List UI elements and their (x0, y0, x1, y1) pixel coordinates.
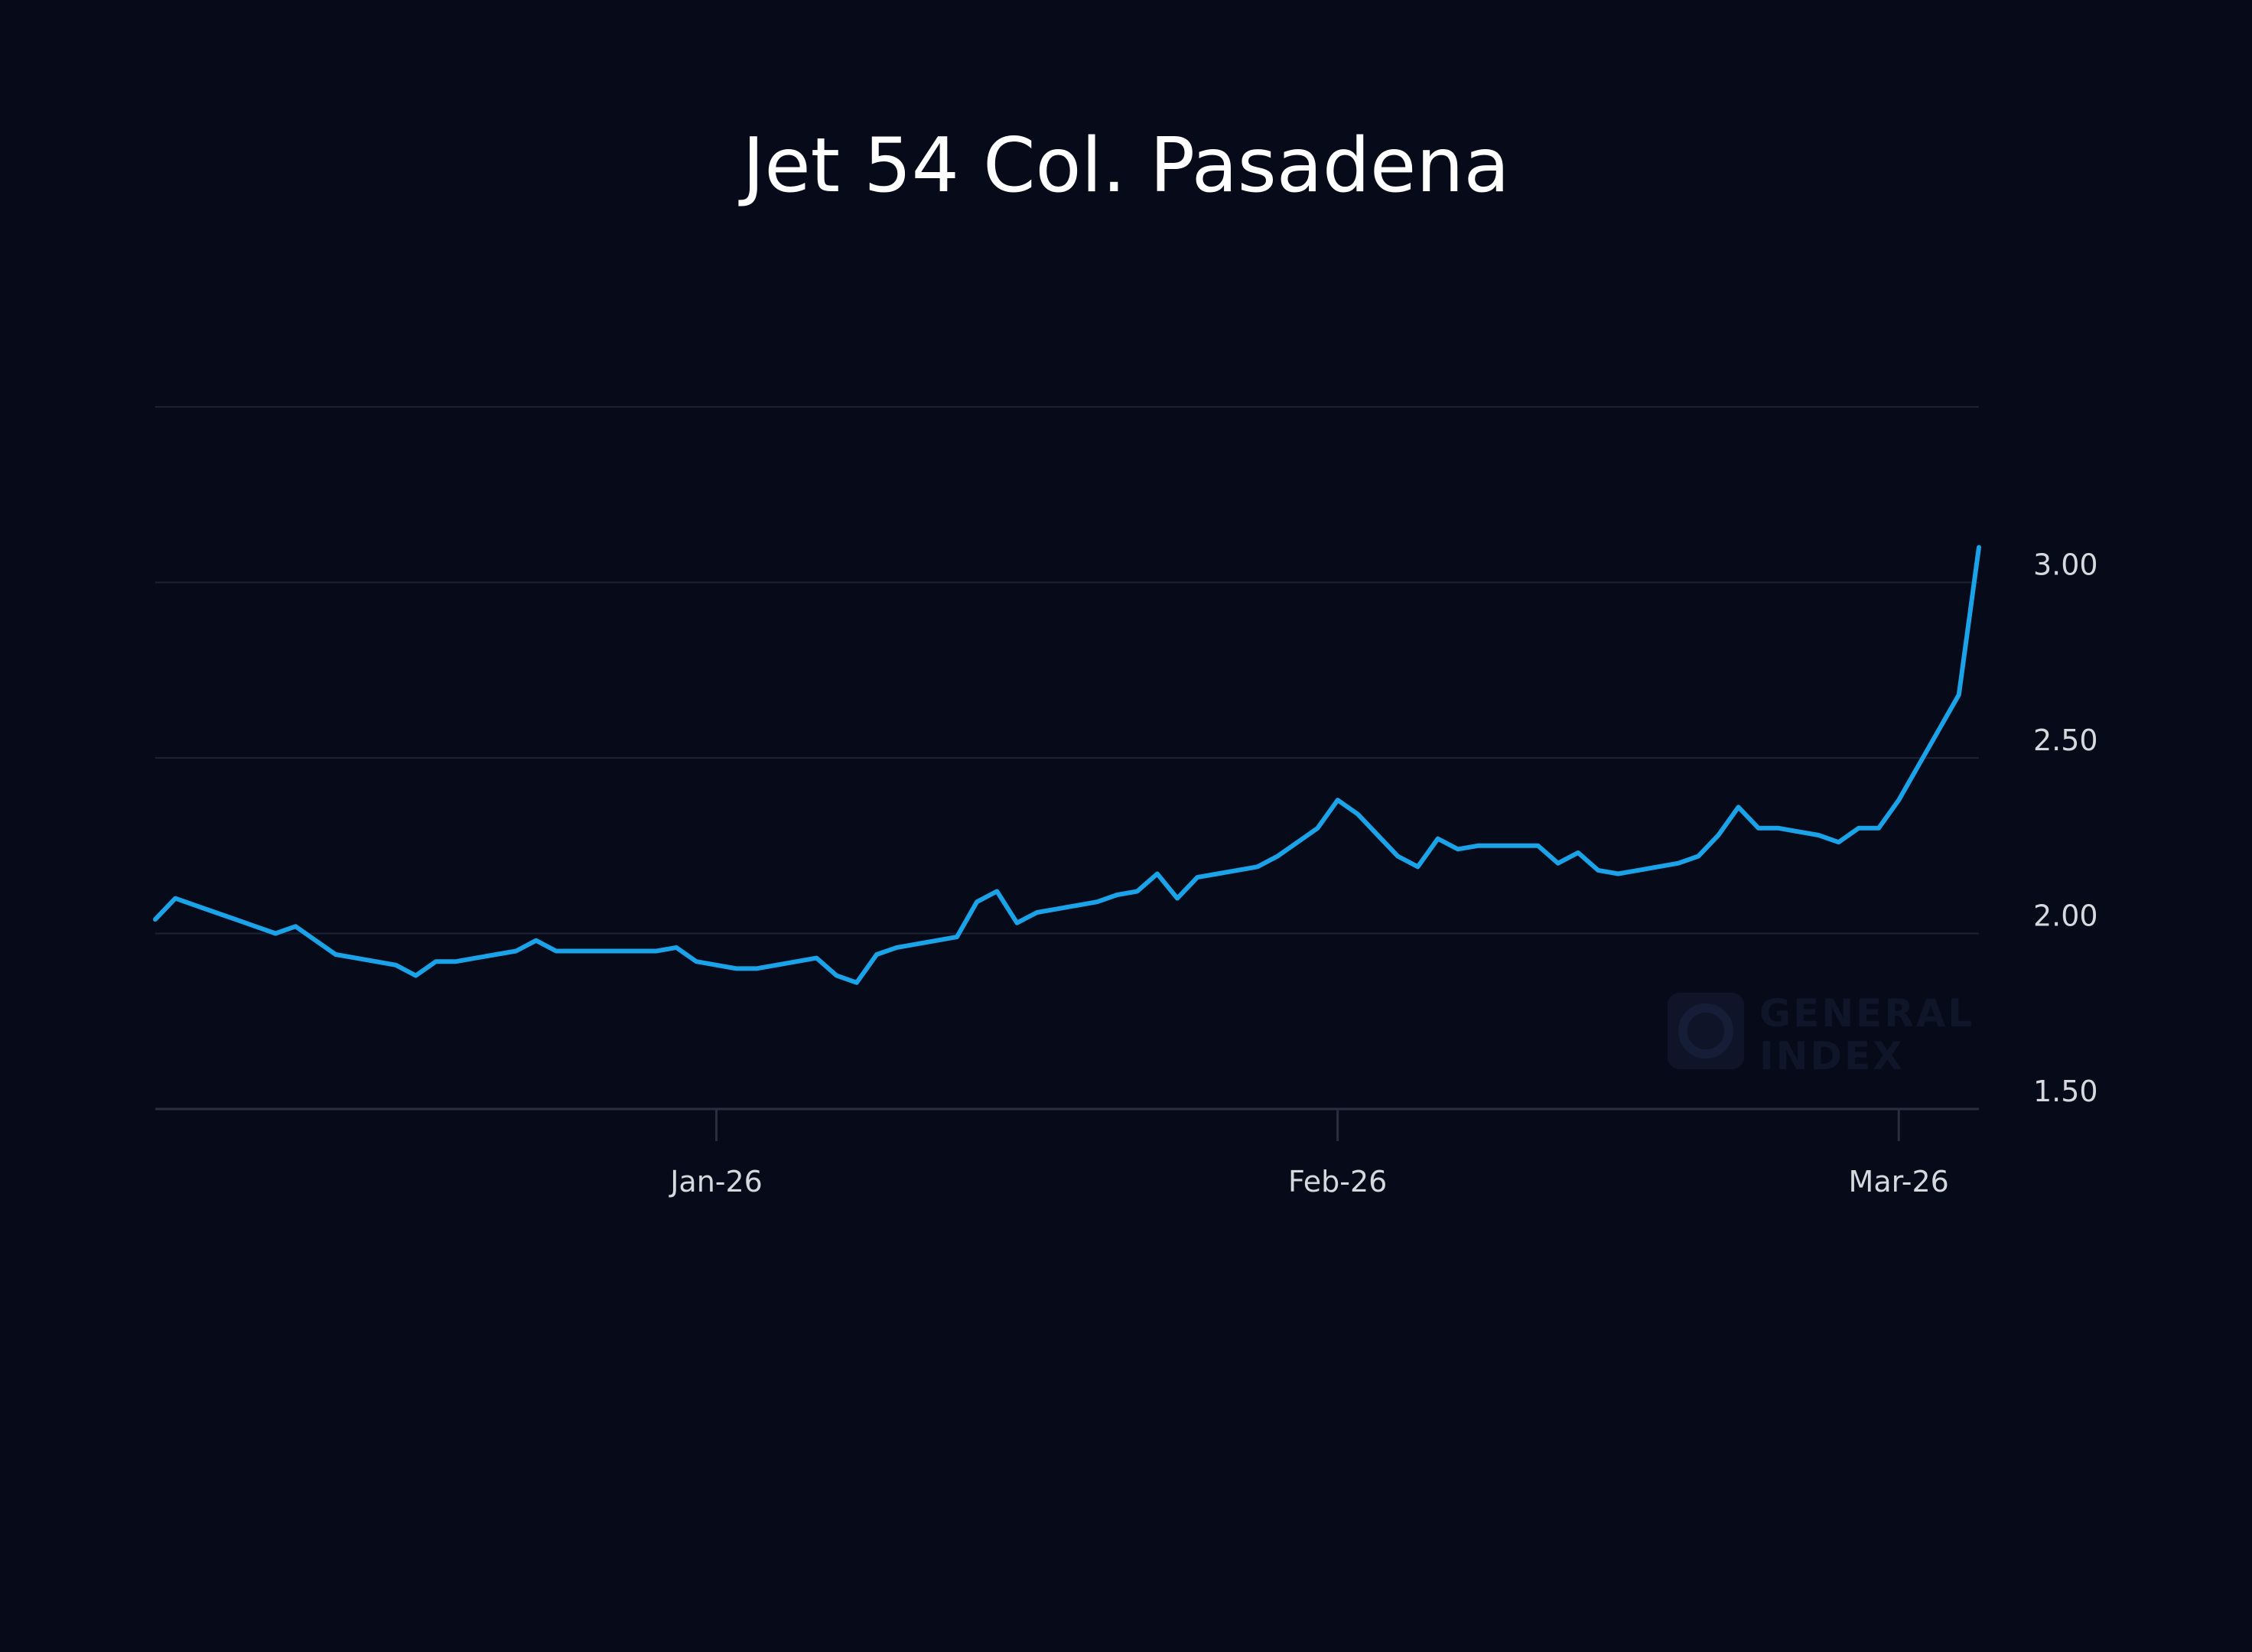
y-tick-label: 2.50 (2033, 724, 2098, 757)
watermark-line2: INDEX (1759, 1034, 1905, 1078)
x-tick-label: Jan-26 (669, 1165, 763, 1198)
y-tick-label: 2.00 (2033, 899, 2098, 933)
grid-lines (155, 406, 1979, 1111)
x-tick-label: Mar-26 (1849, 1165, 1949, 1198)
watermark: GENERAL INDEX (1668, 991, 1974, 1078)
y-tick-label: 3.00 (2033, 548, 2098, 582)
watermark-logo-mark (1678, 1003, 1733, 1059)
y-axis: 1.50 2.00 2.50 3.00 (2033, 548, 2098, 1109)
y-tick-label: 1.50 (2033, 1075, 2098, 1108)
chart-title: Jet 54 Col. Pasadena (737, 122, 1509, 210)
series-line (153, 545, 1981, 985)
series-layer (153, 545, 1981, 985)
x-tick-label: Feb-26 (1288, 1165, 1387, 1198)
x-axis: Jan-26 Feb-26 Mar-26 (669, 1109, 1949, 1198)
watermark-line1: GENERAL (1759, 991, 1974, 1036)
